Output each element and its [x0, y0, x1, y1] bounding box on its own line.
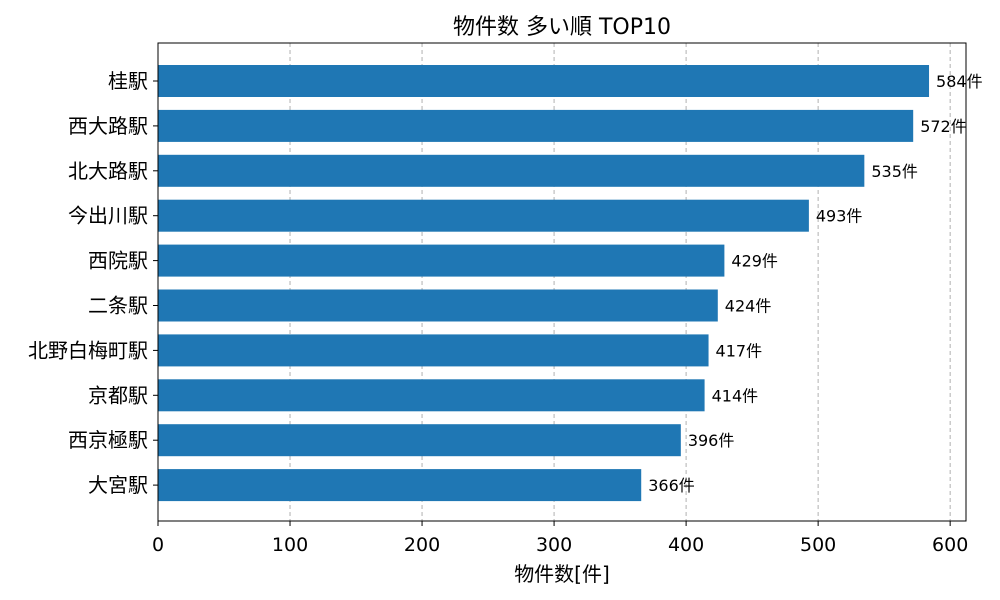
data-label: 493件 — [816, 207, 863, 226]
data-label: 584件 — [936, 72, 983, 91]
x-tick-label: 200 — [404, 534, 440, 556]
bar — [158, 65, 930, 97]
data-label: 424件 — [725, 297, 772, 316]
bar — [158, 154, 865, 187]
data-label: 417件 — [716, 341, 763, 360]
y-tick-label: 京都駅 — [88, 383, 148, 407]
data-label: 414件 — [712, 386, 759, 405]
x-tick-label: 300 — [536, 534, 572, 556]
y-tick-label: 北野白梅町駅 — [28, 338, 148, 362]
data-label: 396件 — [688, 431, 735, 450]
x-tick-label: 500 — [800, 534, 836, 556]
y-tick-label: 西大路駅 — [68, 114, 148, 138]
data-labels: 584件 572件 535件 493件 429件 424件 417件 414件 396件 366件 — [648, 72, 982, 495]
bar — [158, 289, 718, 322]
bar — [158, 379, 705, 412]
bar — [158, 109, 914, 142]
bar — [158, 469, 642, 502]
y-tick-label: 今出川駅 — [68, 204, 148, 228]
plot-frame — [157, 42, 967, 522]
chart-title: 物件数 多い順 TOP10 — [453, 15, 671, 40]
bar — [158, 244, 725, 277]
y-tick-label: 大宮駅 — [88, 473, 148, 497]
bar — [158, 199, 809, 232]
y-tick-label: 二条駅 — [88, 294, 148, 318]
bar — [158, 424, 681, 457]
data-label: 535件 — [871, 162, 918, 181]
x-tick-labels: 0 100 200 300 400 500 600 — [152, 534, 968, 556]
y-tick-label: 桂駅 — [108, 69, 148, 93]
data-label: 366件 — [648, 476, 695, 495]
x-axis-title: 物件数[件] — [514, 562, 610, 586]
x-tick-label: 400 — [668, 534, 704, 556]
y-tick-label: 北大路駅 — [68, 159, 148, 183]
bar — [158, 334, 709, 367]
data-label: 572件 — [920, 117, 967, 136]
data-label: 429件 — [731, 252, 778, 271]
x-tick-label: 600 — [932, 534, 968, 556]
bars — [158, 65, 930, 502]
x-tick-label: 0 — [152, 534, 164, 556]
y-tick-label: 西京極駅 — [68, 428, 148, 452]
y-tick-label: 西院駅 — [88, 249, 148, 273]
x-tick-label: 100 — [272, 534, 308, 556]
